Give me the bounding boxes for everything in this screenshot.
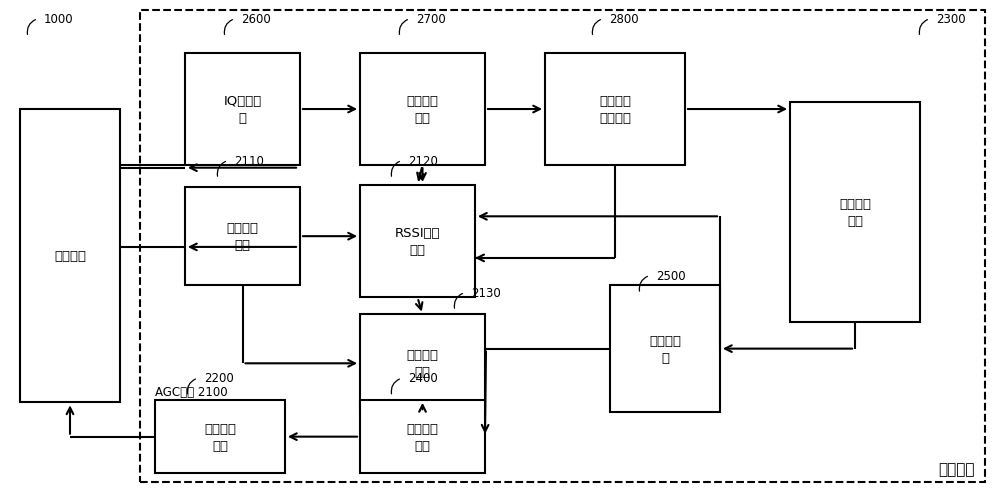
Text: 直流失调
消除模块: 直流失调 消除模块 [599, 95, 631, 125]
FancyBboxPatch shape [545, 54, 685, 166]
Text: 增益计算
模块: 增益计算 模块 [406, 348, 438, 379]
FancyBboxPatch shape [360, 54, 485, 166]
Text: AGC单元 2100: AGC单元 2100 [155, 385, 228, 398]
Text: 射频控制
单元: 射频控制 单元 [204, 422, 236, 452]
FancyBboxPatch shape [185, 188, 300, 285]
Text: 增益调节
模块: 增益调节 模块 [406, 422, 438, 452]
FancyBboxPatch shape [185, 54, 300, 166]
FancyBboxPatch shape [790, 102, 920, 322]
Text: 2130: 2130 [471, 286, 501, 299]
FancyBboxPatch shape [610, 285, 720, 412]
Text: 2800: 2800 [609, 13, 639, 26]
Text: 低通滤波
模块: 低通滤波 模块 [406, 95, 438, 125]
Text: 饱和检测
模块: 饱和检测 模块 [226, 222, 258, 252]
Text: 处理器单
元: 处理器单 元 [649, 334, 681, 364]
Text: 基带芯片: 基带芯片 [938, 461, 975, 476]
Bar [140, 11, 985, 482]
FancyBboxPatch shape [360, 400, 485, 473]
Text: 射频芯片: 射频芯片 [54, 250, 86, 263]
Text: RSSI计算
模块: RSSI计算 模块 [395, 226, 440, 257]
Text: 2300: 2300 [936, 13, 966, 26]
FancyBboxPatch shape [20, 110, 120, 403]
Text: 2120: 2120 [408, 155, 438, 167]
Text: 2400: 2400 [408, 372, 438, 385]
Text: 2500: 2500 [656, 269, 686, 282]
FancyBboxPatch shape [360, 315, 485, 412]
Text: 2200: 2200 [204, 372, 234, 385]
Text: 2600: 2600 [241, 13, 271, 26]
Text: 2110: 2110 [234, 155, 264, 167]
Text: 1000: 1000 [44, 13, 74, 26]
Text: 2700: 2700 [416, 13, 446, 26]
FancyBboxPatch shape [360, 185, 475, 298]
Text: 基带处理
单元: 基带处理 单元 [839, 197, 871, 227]
FancyBboxPatch shape [155, 400, 285, 473]
Text: IQ补偿模
块: IQ补偿模 块 [223, 95, 262, 125]
